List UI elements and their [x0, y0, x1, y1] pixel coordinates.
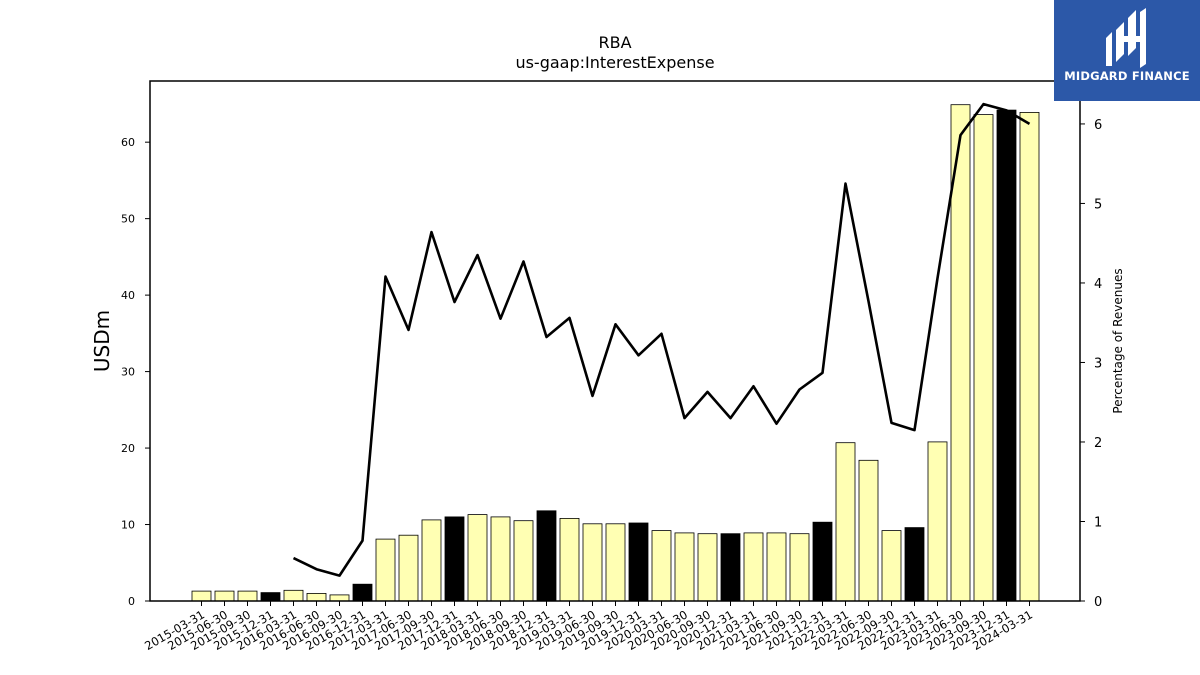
bar-2016-09-30 — [329, 594, 350, 602]
ratio-line — [292, 102, 1031, 577]
bar-2020-03-31 — [651, 530, 672, 602]
bar-2023-09-30 — [973, 114, 994, 602]
bar-2017-09-30 — [421, 519, 442, 602]
bar-2017-03-31 — [375, 538, 396, 602]
bar-2015-03-31 — [191, 590, 212, 602]
bar-2018-12-31 — [536, 510, 557, 602]
bar-2015-09-30 — [237, 590, 258, 602]
bar-2015-06-30 — [214, 590, 235, 602]
y-tick-label: 10 — [121, 519, 135, 532]
y2-tick-label: 3 — [1094, 356, 1102, 371]
chart-title: RBA — [598, 33, 631, 52]
bar-2023-03-31 — [927, 441, 948, 602]
y2-tick-label: 1 — [1094, 515, 1102, 530]
line-group — [292, 102, 1031, 577]
bar-2022-12-31 — [904, 527, 925, 602]
y-tick-label: 20 — [121, 442, 135, 455]
bar-2020-09-30 — [697, 533, 718, 602]
bar-2020-06-30 — [674, 532, 695, 602]
logo: MIDGARD FINANCE — [1054, 0, 1200, 101]
bar-2018-06-30 — [490, 516, 511, 602]
bar-2019-12-31 — [628, 522, 649, 602]
y-tick-label: 0 — [128, 595, 135, 608]
logo-mark-icon — [1106, 8, 1146, 68]
y2-tick-label: 4 — [1094, 277, 1102, 292]
bar-2016-06-30 — [306, 593, 327, 602]
bar-2019-03-31 — [559, 518, 580, 602]
bar-2023-12-31 — [996, 109, 1017, 602]
bar-2021-12-31 — [812, 521, 833, 602]
y2-tick-label: 5 — [1094, 197, 1102, 212]
bar-2016-03-31 — [283, 589, 304, 602]
bar-2019-09-30 — [605, 523, 626, 602]
y2-axis-label: Percentage of Revenues — [1111, 268, 1125, 413]
bars-group — [191, 104, 1040, 602]
bar-2018-09-30 — [513, 520, 534, 602]
bar-2015-12-31 — [260, 592, 281, 602]
bar-2022-06-30 — [858, 459, 879, 602]
y-tick-label: 60 — [121, 136, 135, 149]
bar-2021-06-30 — [766, 532, 787, 602]
bar-2022-09-30 — [881, 530, 902, 602]
bar-2017-06-30 — [398, 534, 419, 602]
bar-2024-03-31 — [1019, 112, 1040, 602]
y2-tick-label: 6 — [1094, 118, 1102, 133]
bar-2022-03-31 — [835, 442, 856, 602]
y-axis-label: USDm — [90, 310, 114, 372]
bar-2017-12-31 — [444, 516, 465, 602]
y2-tick-label: 0 — [1094, 595, 1102, 610]
chart-subtitle: us-gaap:InterestExpense — [515, 53, 714, 72]
bar-2016-12-31 — [352, 583, 373, 602]
bar-2020-12-31 — [720, 533, 741, 602]
y-tick-label: 30 — [121, 366, 135, 379]
y-tick-label: 40 — [121, 289, 135, 302]
logo-text: MIDGARD FINANCE — [1064, 69, 1190, 83]
y-tick-label: 50 — [121, 213, 135, 226]
bar-2021-09-30 — [789, 533, 810, 602]
bar-2018-03-31 — [467, 514, 488, 602]
y2-tick-label: 2 — [1094, 436, 1102, 451]
bar-2021-03-31 — [743, 532, 764, 602]
bar-2019-06-30 — [582, 523, 603, 602]
